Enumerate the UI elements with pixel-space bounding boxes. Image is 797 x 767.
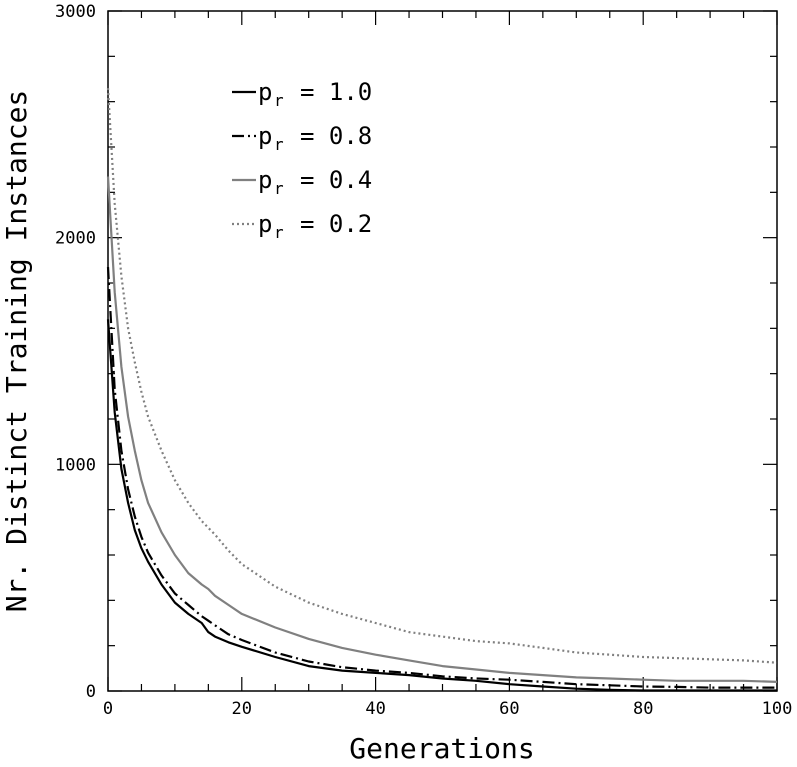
y-tick-label: 1000 — [55, 455, 96, 475]
legend-label-subscript: r — [274, 179, 284, 198]
minor-ticks — [108, 11, 777, 691]
legend-label-value: = 0.4 — [300, 166, 372, 194]
y-tick-label: 3000 — [55, 2, 96, 22]
legend-label-symbol: p — [258, 78, 272, 106]
series-line-2 — [106, 267, 777, 689]
legend-label-symbol: p — [258, 122, 272, 150]
x-tick-label: 20 — [232, 699, 252, 719]
legend-label-symbol: p — [258, 166, 272, 194]
series-line-4 — [106, 88, 778, 664]
y-axis-title: Nr. Distinct Training Instances — [0, 90, 33, 613]
x-tick-label: 40 — [365, 699, 385, 719]
x-tick-label: 80 — [633, 699, 653, 719]
legend-label-symbol: p — [258, 210, 272, 238]
series-line-3 — [106, 176, 778, 683]
legend-label-subscript: r — [274, 91, 284, 110]
x-axis-title: Generations — [349, 732, 534, 765]
x-tick-labels: 0 20 40 60 80 100 — [103, 699, 792, 719]
legend-label-value: = 0.8 — [300, 122, 372, 150]
y-tick-labels: 0 1000 2000 3000 — [55, 2, 96, 702]
series-line-1 — [106, 319, 777, 692]
legend-label-value: = 1.0 — [300, 78, 372, 106]
y-tick-label: 2000 — [55, 229, 96, 249]
x-tick-label: 0 — [103, 699, 113, 719]
x-tick-label: 100 — [762, 699, 793, 719]
legend: p r = 1.0p r = 0.8p r = 0.4p r = 0.2 — [232, 78, 372, 242]
legend-label-subscript: r — [274, 135, 284, 154]
legend-label-value: = 0.2 — [300, 210, 372, 238]
legend-label-subscript: r — [274, 223, 284, 242]
x-tick-label: 60 — [499, 699, 519, 719]
series-lines — [106, 88, 778, 692]
y-tick-label: 0 — [86, 682, 96, 702]
